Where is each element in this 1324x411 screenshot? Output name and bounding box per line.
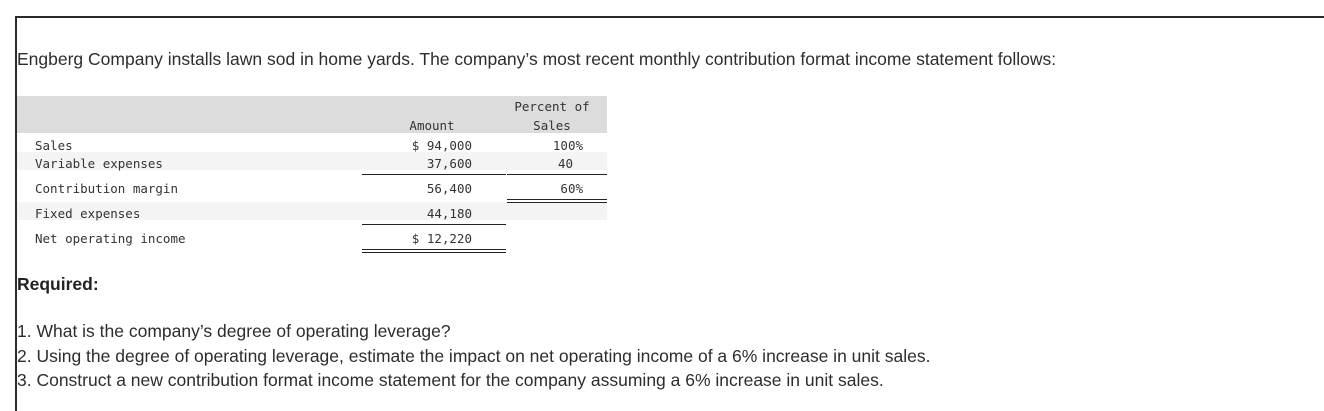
double-underline-net-bottom: [362, 252, 506, 253]
double-underline-percent-bottom: [507, 202, 607, 203]
row-percent-contribution: 60%: [560, 181, 583, 196]
underline-amount-variable: [362, 174, 506, 175]
row-label-variable: Variable expenses: [35, 156, 163, 171]
row-amount-fixed: 44,180: [426, 206, 472, 221]
problem-frame: Engberg Company installs lawn sod in hom…: [15, 16, 1324, 411]
required-item-3: 3. Construct a new contribution format i…: [17, 370, 884, 390]
underline-percent-variable: [507, 174, 607, 175]
row-label-net: Net operating income: [35, 231, 186, 246]
row-label-sales: Sales: [35, 138, 73, 153]
row-band-fixed: [17, 202, 607, 220]
header-percent-line1: Percent of: [514, 99, 590, 114]
table-header-band: [17, 96, 607, 133]
header-amount: Amount: [409, 118, 455, 133]
row-band-variable: [17, 152, 607, 170]
required-item-1: 1. What is the company’s degree of opera…: [17, 321, 451, 341]
header-percent-line2: Sales: [533, 118, 571, 133]
required-heading: Required:: [17, 274, 99, 294]
double-underline-net-top: [362, 249, 506, 250]
income-statement-table: Percent of Sales Amount Sales $ 94,000 1…: [17, 96, 607, 271]
intro-text: Engberg Company installs lawn sod in hom…: [17, 49, 1057, 69]
row-label-contribution: Contribution margin: [35, 181, 178, 196]
required-item-2: 2. Using the degree of operating leverag…: [17, 345, 931, 366]
row-amount-sales: $ 94,000: [411, 138, 472, 153]
row-amount-variable: 37,600: [426, 156, 472, 171]
row-percent-sales: 100%: [552, 138, 583, 153]
row-amount-contribution: 56,400: [426, 181, 472, 196]
row-label-fixed: Fixed expenses: [35, 206, 141, 221]
row-amount-net: $ 12,220: [411, 231, 472, 246]
underline-amount-fixed: [362, 224, 506, 225]
double-underline-percent-top: [507, 199, 607, 200]
required-list: 1. What is the company’s degree of opera…: [17, 319, 930, 393]
row-percent-variable: 40: [557, 156, 573, 171]
